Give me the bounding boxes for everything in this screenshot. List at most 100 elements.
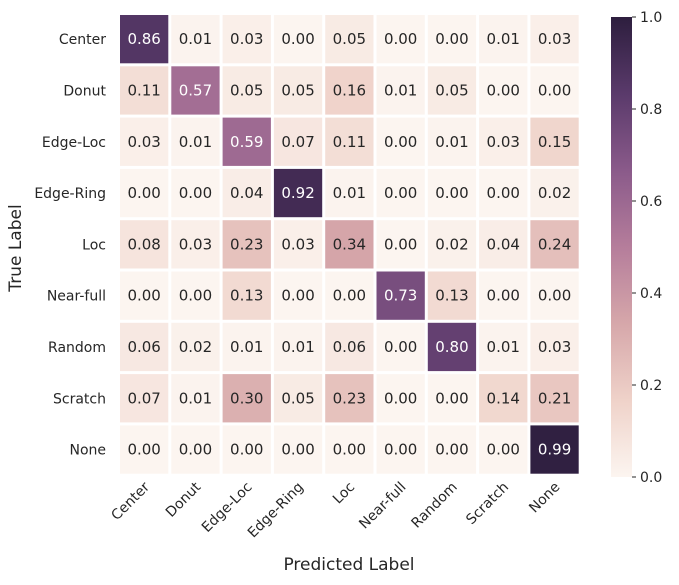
heatmap-cell-r0-c3 — [273, 15, 323, 64]
heatmap-cell-r1-c5 — [376, 66, 425, 115]
heatmap-cell-r8-c6 — [427, 425, 477, 474]
cell-value-r4-c3: 0.03 — [281, 235, 314, 253]
cell-value-r1-c2: 0.05 — [230, 81, 263, 99]
heatmap-cell-r4-c3 — [273, 220, 323, 269]
cell-value-r5-c4: 0.00 — [333, 287, 366, 305]
cell-value-r7-c0: 0.07 — [127, 389, 160, 407]
heatmap-cell-r0-c0 — [120, 15, 169, 64]
cell-value-r5-c7: 0.00 — [487, 287, 520, 305]
heatmap-cell-r2-c6 — [427, 117, 477, 166]
cell-value-r0-c2: 0.03 — [230, 30, 263, 48]
cell-value-r1-c0: 0.11 — [127, 81, 160, 99]
y-tick-donut: Donut — [63, 83, 106, 99]
cell-value-r2-c5: 0.00 — [384, 133, 417, 151]
cell-value-r0-c8: 0.03 — [538, 30, 571, 48]
cell-value-r1-c6: 0.05 — [435, 81, 468, 99]
heatmap-cell-r8-c8 — [530, 425, 579, 474]
heatmap-cell-r7-c7 — [479, 374, 528, 423]
cell-value-r0-c1: 0.01 — [179, 30, 212, 48]
heatmap-cell-r4-c4 — [325, 220, 374, 269]
cell-value-r3-c3: 0.92 — [281, 184, 314, 202]
heatmap-cell-r1-c0 — [120, 66, 169, 115]
heatmap-cell-r4-c6 — [427, 220, 477, 269]
colorbar-tick-label: 0.4 — [640, 286, 662, 302]
heatmap-cell-r2-c8 — [530, 117, 579, 166]
y-tick-random: Random — [48, 340, 106, 356]
heatmap-cell-r1-c4 — [325, 66, 374, 115]
cell-value-r8-c5: 0.00 — [384, 441, 417, 459]
cell-value-r8-c7: 0.00 — [487, 441, 520, 459]
heatmap-cell-r6-c1 — [171, 322, 220, 372]
cell-value-r6-c1: 0.02 — [179, 338, 212, 356]
heatmap-cell-r6-c8 — [530, 322, 579, 372]
cell-value-r8-c3: 0.00 — [281, 441, 314, 459]
cell-value-r7-c4: 0.23 — [333, 389, 366, 407]
cell-value-r4-c2: 0.23 — [230, 235, 263, 253]
heatmap-cell-r2-c0 — [120, 117, 169, 166]
cell-value-r4-c4: 0.34 — [333, 235, 366, 253]
cell-value-r8-c1: 0.00 — [179, 441, 212, 459]
heatmap-cell-r7-c6 — [427, 374, 477, 423]
cell-value-r7-c5: 0.00 — [384, 389, 417, 407]
heatmap-cell-labels: 0.86 0.01 0.03 0.00 0.05 0.00 0.00 0.01 0.03 0.11… — [127, 30, 571, 458]
x-tick-scratch: Scratch — [463, 479, 512, 528]
cell-value-r0-c4: 0.05 — [333, 30, 366, 48]
heatmap-cell-r3-c7 — [479, 168, 528, 218]
heatmap-cell-r6-c4 — [325, 322, 374, 372]
cell-value-r7-c3: 0.05 — [281, 389, 314, 407]
cell-value-r0-c6: 0.00 — [435, 30, 468, 48]
x-tick-edge-ring: Edge-Ring — [245, 479, 307, 541]
cell-value-r2-c7: 0.03 — [487, 133, 520, 151]
heatmap-cell-r1-c7 — [479, 66, 528, 115]
cell-value-r1-c5: 0.01 — [384, 81, 417, 99]
cell-value-r2-c2: 0.59 — [230, 133, 263, 151]
cell-value-r5-c1: 0.00 — [179, 287, 212, 305]
heatmap-cell-r5-c8 — [530, 271, 579, 320]
heatmap-cell-r8-c2 — [222, 425, 271, 474]
cell-value-r2-c1: 0.01 — [179, 133, 212, 151]
heatmap-cell-r2-c5 — [376, 117, 425, 166]
heatmap-cell-r0-c7 — [479, 15, 528, 64]
cell-value-r1-c4: 0.16 — [333, 81, 366, 99]
cell-value-r3-c6: 0.00 — [435, 184, 468, 202]
heatmap-cell-r6-c3 — [273, 322, 323, 372]
heatmap-cell-r8-c7 — [479, 425, 528, 474]
heatmap-cell-r0-c2 — [222, 15, 271, 64]
cell-value-r5-c0: 0.00 — [127, 287, 160, 305]
heatmap-cell-r5-c2 — [222, 271, 271, 320]
cell-value-r2-c6: 0.01 — [435, 133, 468, 151]
cell-value-r2-c4: 0.11 — [333, 133, 366, 151]
y-axis-tick-labels: Center Donut Edge-Loc Edge-Ring Loc Near-full… — [34, 32, 106, 458]
cell-value-r3-c0: 0.00 — [127, 184, 160, 202]
y-tick-edge-loc: Edge-Loc — [42, 135, 106, 151]
heatmap-cell-r4-c5 — [376, 220, 425, 269]
cell-value-r3-c5: 0.00 — [384, 184, 417, 202]
colorbar-gradient — [611, 17, 632, 477]
colorbar-tick-labels: 0.0 0.2 0.4 0.6 0.8 1.0 — [632, 10, 662, 486]
heatmap-cell-r8-c3 — [273, 425, 323, 474]
y-tick-near-full: Near-full — [47, 289, 106, 305]
cell-value-r5-c5: 0.73 — [384, 287, 417, 305]
heatmap-cell-r6-c6 — [427, 322, 477, 372]
colorbar-tick-label: 1.0 — [640, 10, 662, 26]
y-tick-center: Center — [59, 32, 106, 48]
heatmap-cell-r3-c2 — [222, 168, 271, 218]
heatmap-cell-r6-c7 — [479, 322, 528, 372]
cell-value-r8-c8: 0.99 — [538, 441, 571, 459]
cell-value-r6-c0: 0.06 — [127, 338, 160, 356]
heatmap-cell-r4-c1 — [171, 220, 220, 269]
heatmap-cell-r0-c5 — [376, 15, 425, 64]
heatmap-cell-r8-c0 — [120, 425, 169, 474]
heatmap-cells — [120, 15, 579, 474]
cell-value-r1-c1: 0.57 — [179, 81, 212, 99]
heatmap-cell-r1-c1 — [171, 66, 220, 115]
cell-value-r6-c5: 0.00 — [384, 338, 417, 356]
heatmap-cell-r7-c4 — [325, 374, 374, 423]
cell-value-r0-c3: 0.00 — [281, 30, 314, 48]
heatmap-cell-r5-c3 — [273, 271, 323, 320]
heatmap-cell-r2-c3 — [273, 117, 323, 166]
cell-value-r7-c2: 0.30 — [230, 389, 263, 407]
heatmap-cell-r5-c1 — [171, 271, 220, 320]
cell-value-r0-c0: 0.86 — [127, 30, 160, 48]
